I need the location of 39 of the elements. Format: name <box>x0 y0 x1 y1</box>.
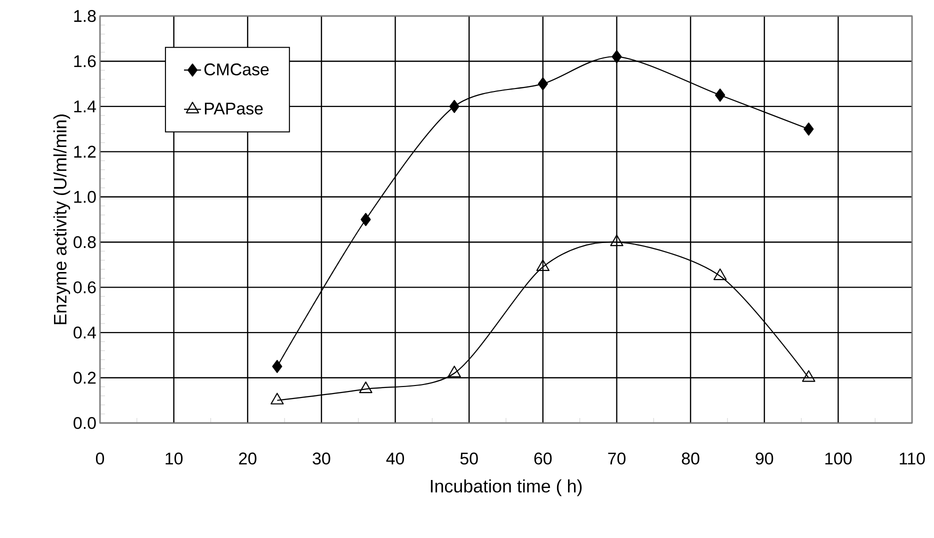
x-tick-label: 20 <box>239 452 256 465</box>
point <box>538 77 548 90</box>
x-tick-label: 40 <box>386 452 404 465</box>
x-tick-label: 80 <box>682 452 700 465</box>
point <box>610 234 624 246</box>
x-tick-label: 60 <box>534 452 552 465</box>
x-tick-label: 50 <box>460 452 478 465</box>
x-tick-label: 100 <box>825 452 852 465</box>
y-tick-label: 1.2 <box>74 146 96 158</box>
x-tick-label: 110 <box>900 452 925 465</box>
x-axis-title: Incubation time ( h) <box>430 479 582 496</box>
y-tick-label: 1.4 <box>74 100 96 112</box>
point <box>359 382 372 394</box>
point <box>612 50 622 64</box>
point <box>804 122 814 136</box>
y-tick-label: 1.0 <box>74 190 96 203</box>
y-tick-label: 1.8 <box>74 10 96 22</box>
y-tick-label: 0.0 <box>74 417 96 429</box>
x-tick-label: 90 <box>756 452 774 465</box>
y-tick-label: 0.4 <box>74 326 96 339</box>
y-tick-label: 1.6 <box>74 55 96 68</box>
point <box>360 212 371 226</box>
point <box>536 259 550 272</box>
legend-label: CMCase <box>204 63 269 76</box>
point <box>449 100 460 113</box>
x-tick-label: 30 <box>312 452 330 465</box>
point <box>713 268 727 280</box>
x-tick-label: 10 <box>166 452 183 465</box>
y-tick-label: 0.8 <box>74 236 96 248</box>
point <box>715 88 726 102</box>
point <box>270 392 284 404</box>
y-tick-label: 0.6 <box>74 281 96 294</box>
y-axis-title: Enzyme activity (U/ml/min) <box>53 114 70 324</box>
y-tick-label: 0.2 <box>74 372 96 384</box>
x-tick-label: 70 <box>608 452 626 465</box>
point <box>448 366 461 378</box>
legend-label: PAPase <box>204 102 263 115</box>
x-tick-label: 0 <box>96 452 104 465</box>
point <box>802 370 816 382</box>
